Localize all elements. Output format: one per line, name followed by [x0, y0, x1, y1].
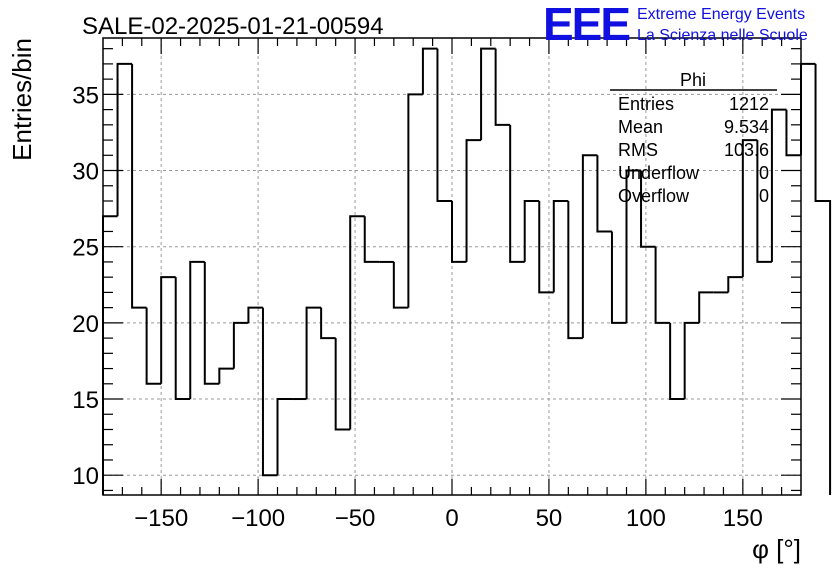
histogram-bin	[741, 139, 758, 278]
histogram-bin	[698, 291, 714, 323]
histogram-bin	[770, 108, 787, 262]
eee-logo-line2: La Scienza nelle Scuole	[637, 27, 808, 44]
histogram-bin	[494, 48, 511, 126]
chart-title: SALE-02-2025-01-21-00594	[82, 13, 384, 40]
y-tick-label: 15	[72, 387, 99, 414]
y-tick-label: 35	[72, 82, 99, 109]
histogram-bin	[465, 139, 482, 262]
histogram-bin	[436, 48, 452, 202]
histogram-bin	[363, 216, 380, 263]
histogram-bin	[640, 170, 656, 248]
y-axis-label: Entries/bin	[7, 38, 37, 161]
y-tick-label: 25	[72, 235, 99, 262]
histogram-bin	[305, 306, 322, 400]
histogram-bin	[800, 62, 816, 156]
histogram-bin	[145, 307, 162, 385]
stats-row-label: Underflow	[618, 163, 700, 183]
histogram-bin	[785, 109, 801, 157]
histogram-bin	[392, 261, 409, 309]
histogram-bin	[102, 215, 118, 495]
histogram-bin	[203, 261, 220, 385]
stats-row-value: 0	[759, 186, 769, 206]
histogram-bin	[756, 140, 772, 263]
stats-row-value: 1212	[729, 94, 769, 114]
x-tick-label: −150	[134, 505, 188, 532]
histogram-bin	[727, 276, 743, 293]
x-tick-label: 100	[626, 505, 666, 532]
histogram-bin	[189, 260, 205, 400]
histogram-bin	[247, 306, 263, 323]
x-axis-label: φ [°]	[752, 534, 801, 564]
histogram-bin	[610, 231, 627, 324]
histogram-bin	[480, 47, 496, 141]
y-tick-label: 20	[72, 311, 99, 338]
x-tick-label: 50	[536, 505, 563, 532]
stats-row-value: 9.534	[724, 117, 769, 137]
stats-row-label: Overflow	[618, 186, 690, 206]
stats-row-label: Entries	[618, 94, 674, 114]
x-tick-label: 0	[445, 505, 458, 532]
histogram-bin	[334, 338, 351, 431]
x-tick-label: 150	[723, 505, 763, 532]
histogram-bin	[451, 200, 467, 263]
histogram-bin	[567, 200, 583, 340]
histogram-bin	[349, 215, 365, 430]
eee-logo-mark: EEE	[543, 0, 629, 50]
histogram-bin	[552, 199, 569, 293]
y-tick-label: 30	[72, 159, 99, 186]
stats-row-value: 103.6	[724, 140, 769, 160]
histogram-series	[102, 47, 832, 495]
histogram-bin	[320, 307, 336, 340]
x-tick-label: −100	[231, 505, 285, 532]
histogram-bin	[160, 276, 176, 384]
histogram-bin	[654, 246, 671, 324]
histogram-bin	[683, 321, 700, 400]
histogram-bin	[276, 398, 293, 476]
histogram-bin	[407, 93, 423, 308]
histogram-bin	[625, 169, 642, 323]
x-tick-label: −50	[335, 505, 376, 532]
grid	[103, 38, 801, 495]
histogram-bin	[596, 155, 612, 233]
stats-row-label: RMS	[618, 140, 658, 160]
histogram-bin	[814, 63, 832, 495]
histogram-bin	[509, 124, 525, 263]
histogram-bin	[174, 277, 191, 401]
histogram-bin	[232, 321, 249, 369]
histogram-bin	[669, 322, 685, 401]
eee-logo: EEE Extreme Energy Events La Scienza nel…	[543, 0, 808, 50]
stats-row-label: Mean	[618, 117, 663, 137]
stats-box: Phi Entries 1212 Mean 9.534 RMS 103.6 Underflo…	[610, 70, 777, 206]
stats-box-name: Phi	[680, 70, 706, 90]
histogram-bin	[131, 63, 147, 309]
histogram-bin	[116, 62, 133, 217]
histogram-bin	[218, 367, 234, 384]
histogram-bin	[538, 200, 554, 294]
y-tick-label: 10	[72, 463, 99, 490]
axes: −150 −100 −50 0 50 100 150 10 15 20 25 30 35	[72, 38, 801, 532]
stats-row-value: 0	[759, 163, 769, 183]
histogram-bin	[421, 47, 438, 95]
histogram-bin	[523, 199, 540, 262]
histogram-bin	[581, 154, 598, 339]
eee-logo-line1: Extreme Energy Events	[637, 6, 805, 23]
histogram-bin	[261, 307, 278, 477]
